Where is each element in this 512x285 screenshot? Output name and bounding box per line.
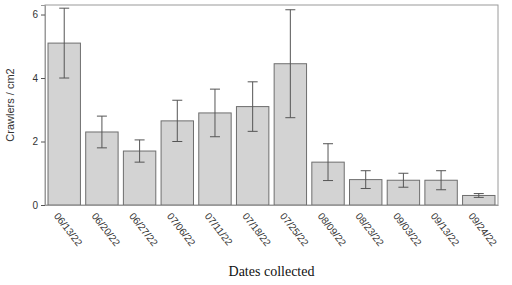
y-tick-mark bbox=[41, 78, 45, 79]
x-axis-line bbox=[46, 205, 499, 206]
y-axis-title: Crawlers / cm2 bbox=[4, 68, 16, 141]
x-tick: 07/06/22 bbox=[165, 211, 198, 249]
x-tick-label: 07/06/22 bbox=[165, 211, 198, 249]
plot: 024606/13/2206/20/2206/27/2207/06/2207/1… bbox=[32, 5, 499, 248]
x-tick-label: 07/11/22 bbox=[203, 211, 235, 248]
x-tick-label: 08/23/22 bbox=[353, 211, 386, 249]
y-tick-label: 4 bbox=[32, 73, 38, 84]
error-bar bbox=[474, 194, 484, 198]
marks bbox=[48, 8, 495, 205]
y-tick: 6 bbox=[32, 9, 45, 20]
x-tick-label: 09/03/22 bbox=[391, 211, 424, 249]
error-bar bbox=[135, 140, 145, 162]
x-tick: 07/25/22 bbox=[278, 211, 311, 249]
x-tick-label: 09/24/22 bbox=[466, 211, 499, 249]
x-tick: 08/09/22 bbox=[316, 211, 349, 249]
x-tick: 09/03/22 bbox=[391, 211, 424, 249]
error-bar bbox=[398, 173, 408, 187]
x-tick-label: 06/27/22 bbox=[127, 211, 160, 249]
y-tick-mark bbox=[41, 15, 45, 16]
error-bar bbox=[436, 171, 446, 190]
y-tick: 4 bbox=[32, 73, 45, 84]
chart: 024606/13/2206/20/2206/27/2207/06/2207/1… bbox=[0, 0, 512, 285]
x-tick: 06/27/22 bbox=[127, 211, 160, 249]
plot-frame bbox=[45, 5, 498, 205]
y-tick-label: 6 bbox=[32, 9, 38, 20]
y-axis: 0 2 4 6 bbox=[32, 6, 45, 211]
y-tick-mark bbox=[41, 142, 45, 143]
y-tick-label: 2 bbox=[32, 136, 38, 147]
error-bar bbox=[172, 100, 182, 141]
x-tick: 07/18/22 bbox=[240, 211, 273, 249]
x-tick-label: 09/13/22 bbox=[429, 211, 462, 249]
y-tick: 2 bbox=[32, 136, 45, 147]
error-bar bbox=[59, 8, 69, 78]
x-tick: 09/24/22 bbox=[466, 211, 499, 249]
x-axis-title: Dates collected bbox=[229, 264, 315, 279]
x-tick-label: 07/18/22 bbox=[240, 211, 273, 249]
error-bar bbox=[323, 144, 333, 181]
x-tick: 06/13/22 bbox=[52, 211, 85, 249]
y-tick: 0 bbox=[32, 200, 45, 211]
y-tick-mark bbox=[41, 205, 45, 206]
error-bar bbox=[285, 10, 295, 118]
error-bar bbox=[97, 116, 107, 148]
x-tick: 09/13/22 bbox=[429, 211, 462, 249]
x-tick-label: 07/25/22 bbox=[278, 211, 311, 249]
x-tick-label: 08/09/22 bbox=[316, 211, 349, 249]
error-bar bbox=[361, 171, 371, 189]
x-tick-label: 06/20/22 bbox=[90, 211, 123, 249]
x-tick: 07/11/22 bbox=[203, 211, 235, 248]
x-tick-label: 06/13/22 bbox=[52, 211, 85, 249]
y-axis-line bbox=[41, 6, 46, 206]
x-axis: 06/13/2206/20/2206/27/2207/06/2207/11/22… bbox=[46, 206, 500, 249]
x-tick: 06/20/22 bbox=[90, 211, 123, 249]
x-tick: 08/23/22 bbox=[353, 211, 386, 249]
error-bar bbox=[210, 89, 220, 137]
y-tick-label: 0 bbox=[32, 200, 38, 211]
error-bar bbox=[248, 82, 258, 132]
